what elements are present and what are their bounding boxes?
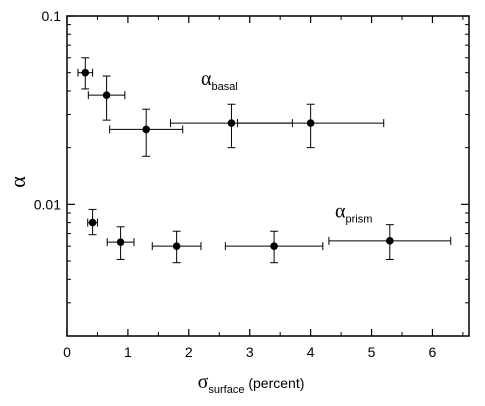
annotation-symbol: α bbox=[335, 201, 346, 223]
axis-ticks bbox=[66, 15, 469, 337]
data-point-marker bbox=[227, 119, 236, 127]
x-tick-label: 6 bbox=[429, 344, 437, 360]
y-tick-label: 0.01 bbox=[34, 196, 61, 212]
x-tick-label: 5 bbox=[368, 344, 376, 360]
data-point bbox=[170, 103, 293, 149]
y-axis-label: α bbox=[5, 176, 30, 188]
x-axis-label-suffix: (percent) bbox=[244, 375, 304, 391]
data-point bbox=[87, 208, 98, 236]
data-point bbox=[224, 230, 324, 264]
x-axis-label-symbol: σ bbox=[198, 371, 209, 393]
data-point bbox=[87, 75, 126, 121]
data-point bbox=[328, 224, 452, 260]
axis-tick-labels: 0 1 2 3 4 5 6 0.01 0.1 bbox=[34, 8, 437, 360]
x-tick-label: 1 bbox=[124, 344, 132, 360]
data-point-marker bbox=[88, 218, 97, 227]
annotation-symbol: α bbox=[201, 68, 212, 90]
data-point bbox=[237, 103, 385, 149]
data-point-marker bbox=[306, 119, 315, 127]
x-axis-label-subscript: surface bbox=[208, 384, 244, 396]
data-point-marker bbox=[172, 242, 181, 250]
data-point-marker bbox=[102, 91, 111, 99]
series-annotation: αbasal bbox=[201, 68, 238, 93]
plot-frame bbox=[66, 15, 470, 337]
data-point-marker bbox=[142, 125, 150, 134]
data-points bbox=[77, 57, 452, 264]
data-point-marker bbox=[116, 238, 125, 246]
data-point-marker bbox=[270, 242, 278, 250]
x-tick-label: 4 bbox=[307, 344, 315, 360]
data-point bbox=[151, 230, 202, 264]
x-axis-label: σsurface (percent) bbox=[198, 371, 305, 396]
y-tick-label: 0.1 bbox=[42, 8, 62, 24]
data-point bbox=[77, 57, 94, 90]
annotation-subscript: basal bbox=[211, 81, 237, 93]
data-point bbox=[106, 226, 135, 260]
annotation-subscript: prism bbox=[345, 214, 372, 226]
data-point-marker bbox=[81, 68, 90, 77]
series-annotation: αprism bbox=[335, 201, 372, 226]
x-tick-label: 0 bbox=[63, 344, 71, 360]
data-point-marker bbox=[386, 237, 394, 245]
x-tick-label: 2 bbox=[185, 344, 193, 360]
data-point bbox=[109, 108, 184, 157]
x-tick-label: 3 bbox=[246, 344, 254, 360]
